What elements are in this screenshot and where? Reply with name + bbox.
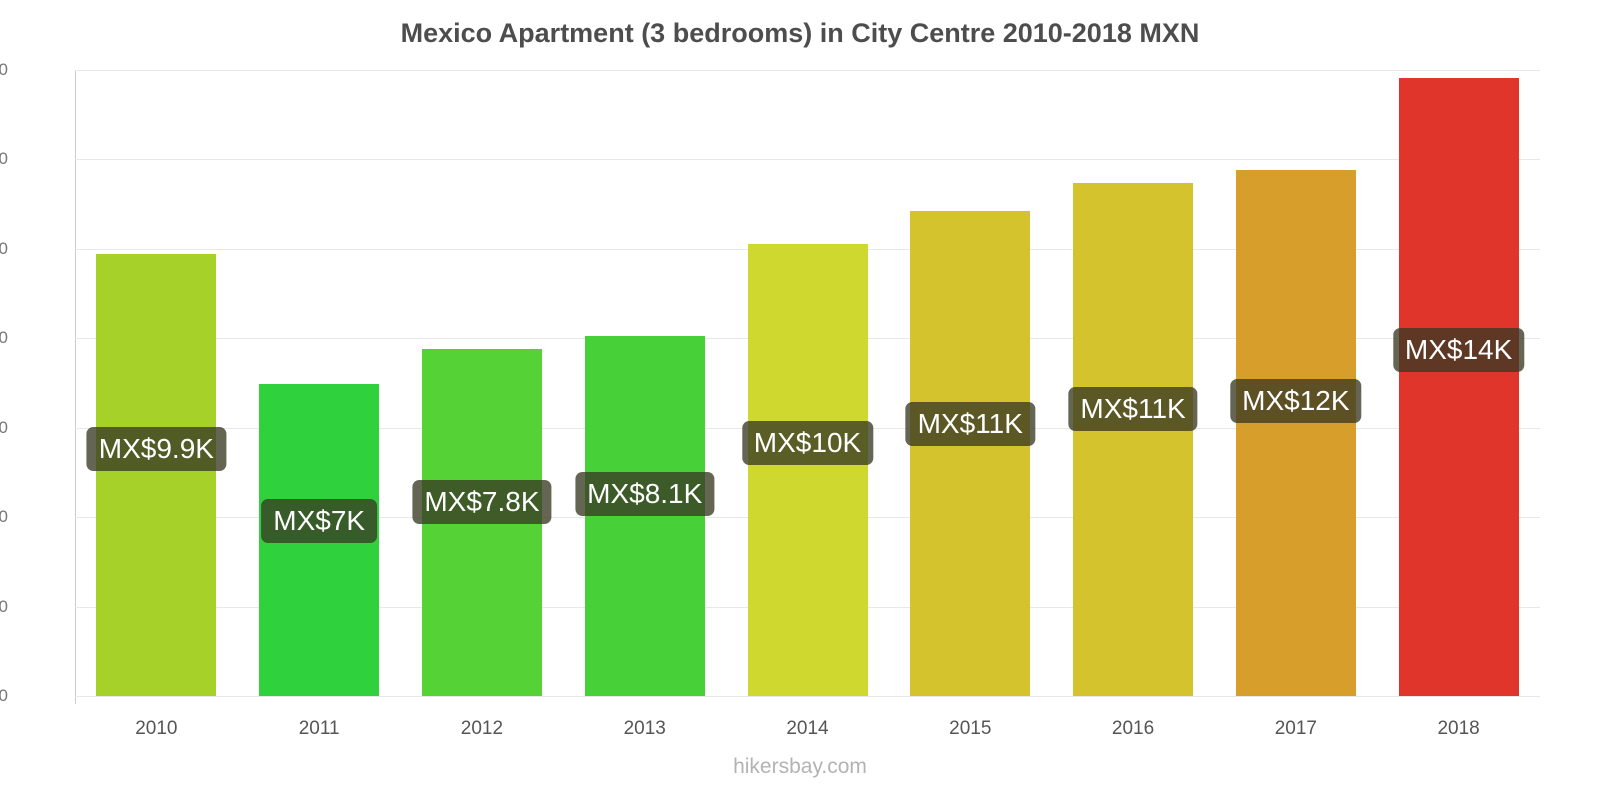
gridline-0 [75,696,1540,697]
bar-2015 [910,210,1031,696]
value-badge-2016: MX$11K [1068,386,1198,431]
value-badge-2010: MX$9.9K [86,426,226,471]
y-axis-line [75,70,76,704]
x-tick-label-2016: 2016 [1111,718,1155,739]
gridline-12000 [75,159,1540,161]
value-badge-2015: MX$11K [905,402,1035,447]
x-tick-label-2015: 2015 [949,718,992,739]
bar-2016 [1073,182,1194,696]
y-tick-label-4000: 4000 [0,507,8,527]
chart-title: Mexico Apartment (3 bedrooms) in City Ce… [400,18,1200,48]
value-badge-2012: MX$7.8K [412,479,552,524]
x-tick-label-2014: 2014 [786,718,829,739]
value-badge-2013: MX$8.1K [575,472,715,517]
x-tick-label-2011: 2011 [298,718,340,739]
x-tick-label-2018: 2018 [1437,718,1480,739]
value-badge-2018: MX$14K [1392,327,1525,372]
y-tick-label-14000: 14000 [0,60,8,79]
bar-2018 [1398,78,1519,696]
y-tick-label-8000: 8000 [0,328,8,348]
bar-2014 [747,243,868,696]
y-tick-label-12000: 12000 [0,149,8,169]
x-tick-label-2013: 2013 [623,718,666,739]
plot-area: 0 2000 4000 6000 8000 10000 12000 14000 MX$9.9K 2… [0,60,1540,739]
value-badge-2011: MX$7K [261,499,378,544]
y-tick-label-2000: 2000 [0,596,8,616]
x-tick-label-2012: 2012 [460,718,504,739]
gridline-14000 [75,70,1540,71]
x-tick-label-2010: 2010 [135,718,178,739]
value-badge-2014: MX$10K [741,420,874,465]
value-badge-2017: MX$12K [1230,379,1362,424]
y-tick-label-6000: 6000 [0,417,8,437]
watermark-hikersbay: hikersbay.com [733,755,867,778]
y-tick-label-10000: 10000 [0,238,8,258]
bar-2010 [96,254,217,696]
x-tick-label-2017: 2017 [1274,718,1317,739]
bar-2017 [1235,169,1356,696]
y-tick-label-0: 0 [0,686,8,705]
